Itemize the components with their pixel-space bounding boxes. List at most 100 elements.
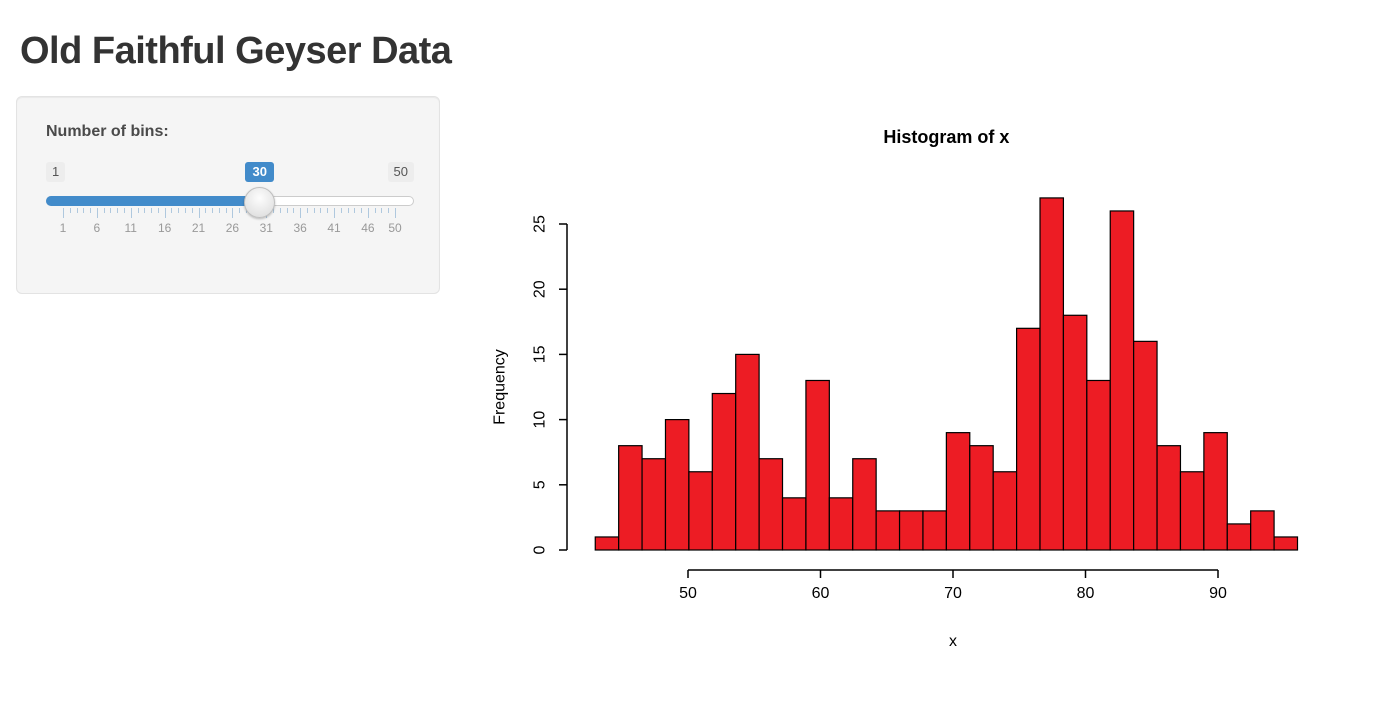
- slider-handle[interactable]: [243, 187, 275, 218]
- slider-min-label: 1: [46, 162, 66, 182]
- slider-fill-bar: [46, 196, 265, 206]
- histogram-bar: [1226, 523, 1252, 551]
- histogram-bar: [1179, 471, 1205, 551]
- slider-grid-tick: [239, 208, 241, 213]
- slider-grid-tick: [327, 208, 329, 213]
- histogram-bar: [1015, 327, 1041, 551]
- histogram-bar: [641, 458, 667, 551]
- slider-grid-tick: [198, 208, 200, 218]
- histogram-bar: [664, 419, 690, 551]
- slider-grid-tick: [144, 208, 146, 213]
- slider-grid-tick: [191, 208, 193, 213]
- histogram-bar: [1250, 510, 1275, 551]
- histogram-bar: [1273, 536, 1299, 551]
- slider-grid-label: 21: [191, 221, 206, 235]
- slider-grid-tick: [340, 208, 342, 213]
- slider-value-badge: 30: [245, 162, 274, 182]
- slider-grid-tick: [367, 208, 369, 218]
- slider-grid-tick: [63, 208, 64, 218]
- slider-grid-tick: [313, 208, 315, 213]
- slider-grid-tick: [205, 208, 207, 213]
- y-tick-label: 0: [532, 545, 549, 554]
- slider-grid-tick: [286, 208, 288, 213]
- slider-grid-tick: [381, 208, 383, 213]
- histogram-plot: Histogram of x 0 5 10 15 20 25 Frequency 50 60 70 8…: [460, 95, 1380, 707]
- sidebar-panel: Number of bins: 1 50 30 1 6 11 16 21 26 31 36 41…: [16, 96, 440, 294]
- y-tick-label: 25: [532, 215, 549, 233]
- y-tick-label: 10: [532, 411, 549, 429]
- slider-grid-tick: [137, 208, 139, 213]
- slider-grid-tick: [218, 208, 220, 213]
- histogram-bar: [1039, 197, 1065, 551]
- plot-title: Histogram of x: [883, 127, 1009, 147]
- slider-grid-tick: [306, 208, 308, 213]
- slider-grid-label: 11: [124, 221, 137, 235]
- histogram-bar: [852, 458, 877, 551]
- histogram-bar: [1109, 210, 1135, 551]
- bins-slider-label: Number of bins:: [46, 123, 169, 140]
- histogram-bar: [711, 392, 737, 551]
- slider-grid-tick: [69, 208, 71, 213]
- y-tick-label: 5: [532, 480, 549, 489]
- slider-grid-tick: [151, 208, 153, 213]
- x-tick-label: 70: [944, 585, 962, 602]
- histogram-bar: [805, 379, 830, 551]
- slider-grid-tick: [347, 208, 349, 213]
- slider-grid-tick: [130, 208, 132, 218]
- slider-grid-label: 6: [93, 221, 101, 235]
- slider-grid-tick: [279, 208, 281, 213]
- slider-grid-tick: [374, 208, 376, 213]
- slider-grid-label: 1: [59, 221, 67, 235]
- x-axis-label: x: [949, 633, 957, 650]
- slider-grid-tick: [90, 208, 92, 213]
- slider-grid-tick: [171, 208, 173, 213]
- slider-grid-tick: [232, 208, 234, 218]
- y-tick-label: 15: [532, 345, 549, 363]
- slider-grid-tick: [225, 208, 227, 213]
- slider-grid-tick: [273, 208, 275, 213]
- x-tick-label: 90: [1209, 585, 1227, 602]
- histogram-bar: [875, 510, 901, 551]
- slider-grid-tick: [361, 208, 363, 213]
- slider-grid-tick: [76, 208, 78, 213]
- x-tick-label: 50: [679, 585, 697, 602]
- slider-grid-label: 31: [259, 221, 273, 235]
- histogram-bar: [1203, 432, 1228, 551]
- slider-grid-label: 26: [225, 221, 240, 235]
- y-axis-label: Frequency: [492, 349, 509, 425]
- histogram-bar: [898, 510, 924, 551]
- slider-grid-label: 16: [157, 221, 172, 235]
- histogram-bar: [1086, 379, 1111, 551]
- histogram-bar: [1133, 340, 1158, 551]
- x-tick-label: 60: [812, 585, 830, 602]
- slider-grid-label: 46: [361, 221, 375, 235]
- histogram-bar: [828, 497, 854, 551]
- histogram-bar: [735, 353, 760, 551]
- slider-grid-label: 50: [388, 221, 402, 235]
- slider-grid-tick: [110, 208, 112, 213]
- slider-grid-tick: [178, 208, 180, 213]
- histogram-bar: [1062, 314, 1088, 551]
- slider-grid-tick: [96, 208, 98, 218]
- slider-grid-tick: [293, 208, 295, 213]
- bins-slider[interactable]: 1 50 30 1 6 11 16 21 26 31 36 41 46 50: [46, 151, 414, 246]
- slider-grid-tick: [157, 208, 159, 213]
- slider-grid-tick: [103, 208, 105, 213]
- slider-grid-tick: [334, 208, 336, 218]
- histogram-bar: [758, 458, 784, 551]
- histogram-bar: [618, 445, 643, 551]
- slider-grid-tick: [212, 208, 214, 213]
- y-tick-label: 20: [532, 280, 549, 298]
- slider-grid-tick: [395, 208, 396, 218]
- slider-grid-label: 41: [327, 221, 341, 235]
- histogram-bar: [922, 510, 947, 551]
- histogram-bar: [969, 445, 994, 551]
- slider-grid-tick: [300, 208, 302, 218]
- slider-grid-tick: [184, 208, 186, 213]
- slider-grid-tick: [320, 208, 322, 213]
- histogram-bar: [945, 432, 971, 551]
- slider-grid-tick: [123, 208, 125, 213]
- slider-grid-label: 36: [293, 221, 307, 235]
- page-title: Old Faithful Geyser Data: [20, 30, 452, 72]
- slider-grid-tick: [388, 208, 390, 213]
